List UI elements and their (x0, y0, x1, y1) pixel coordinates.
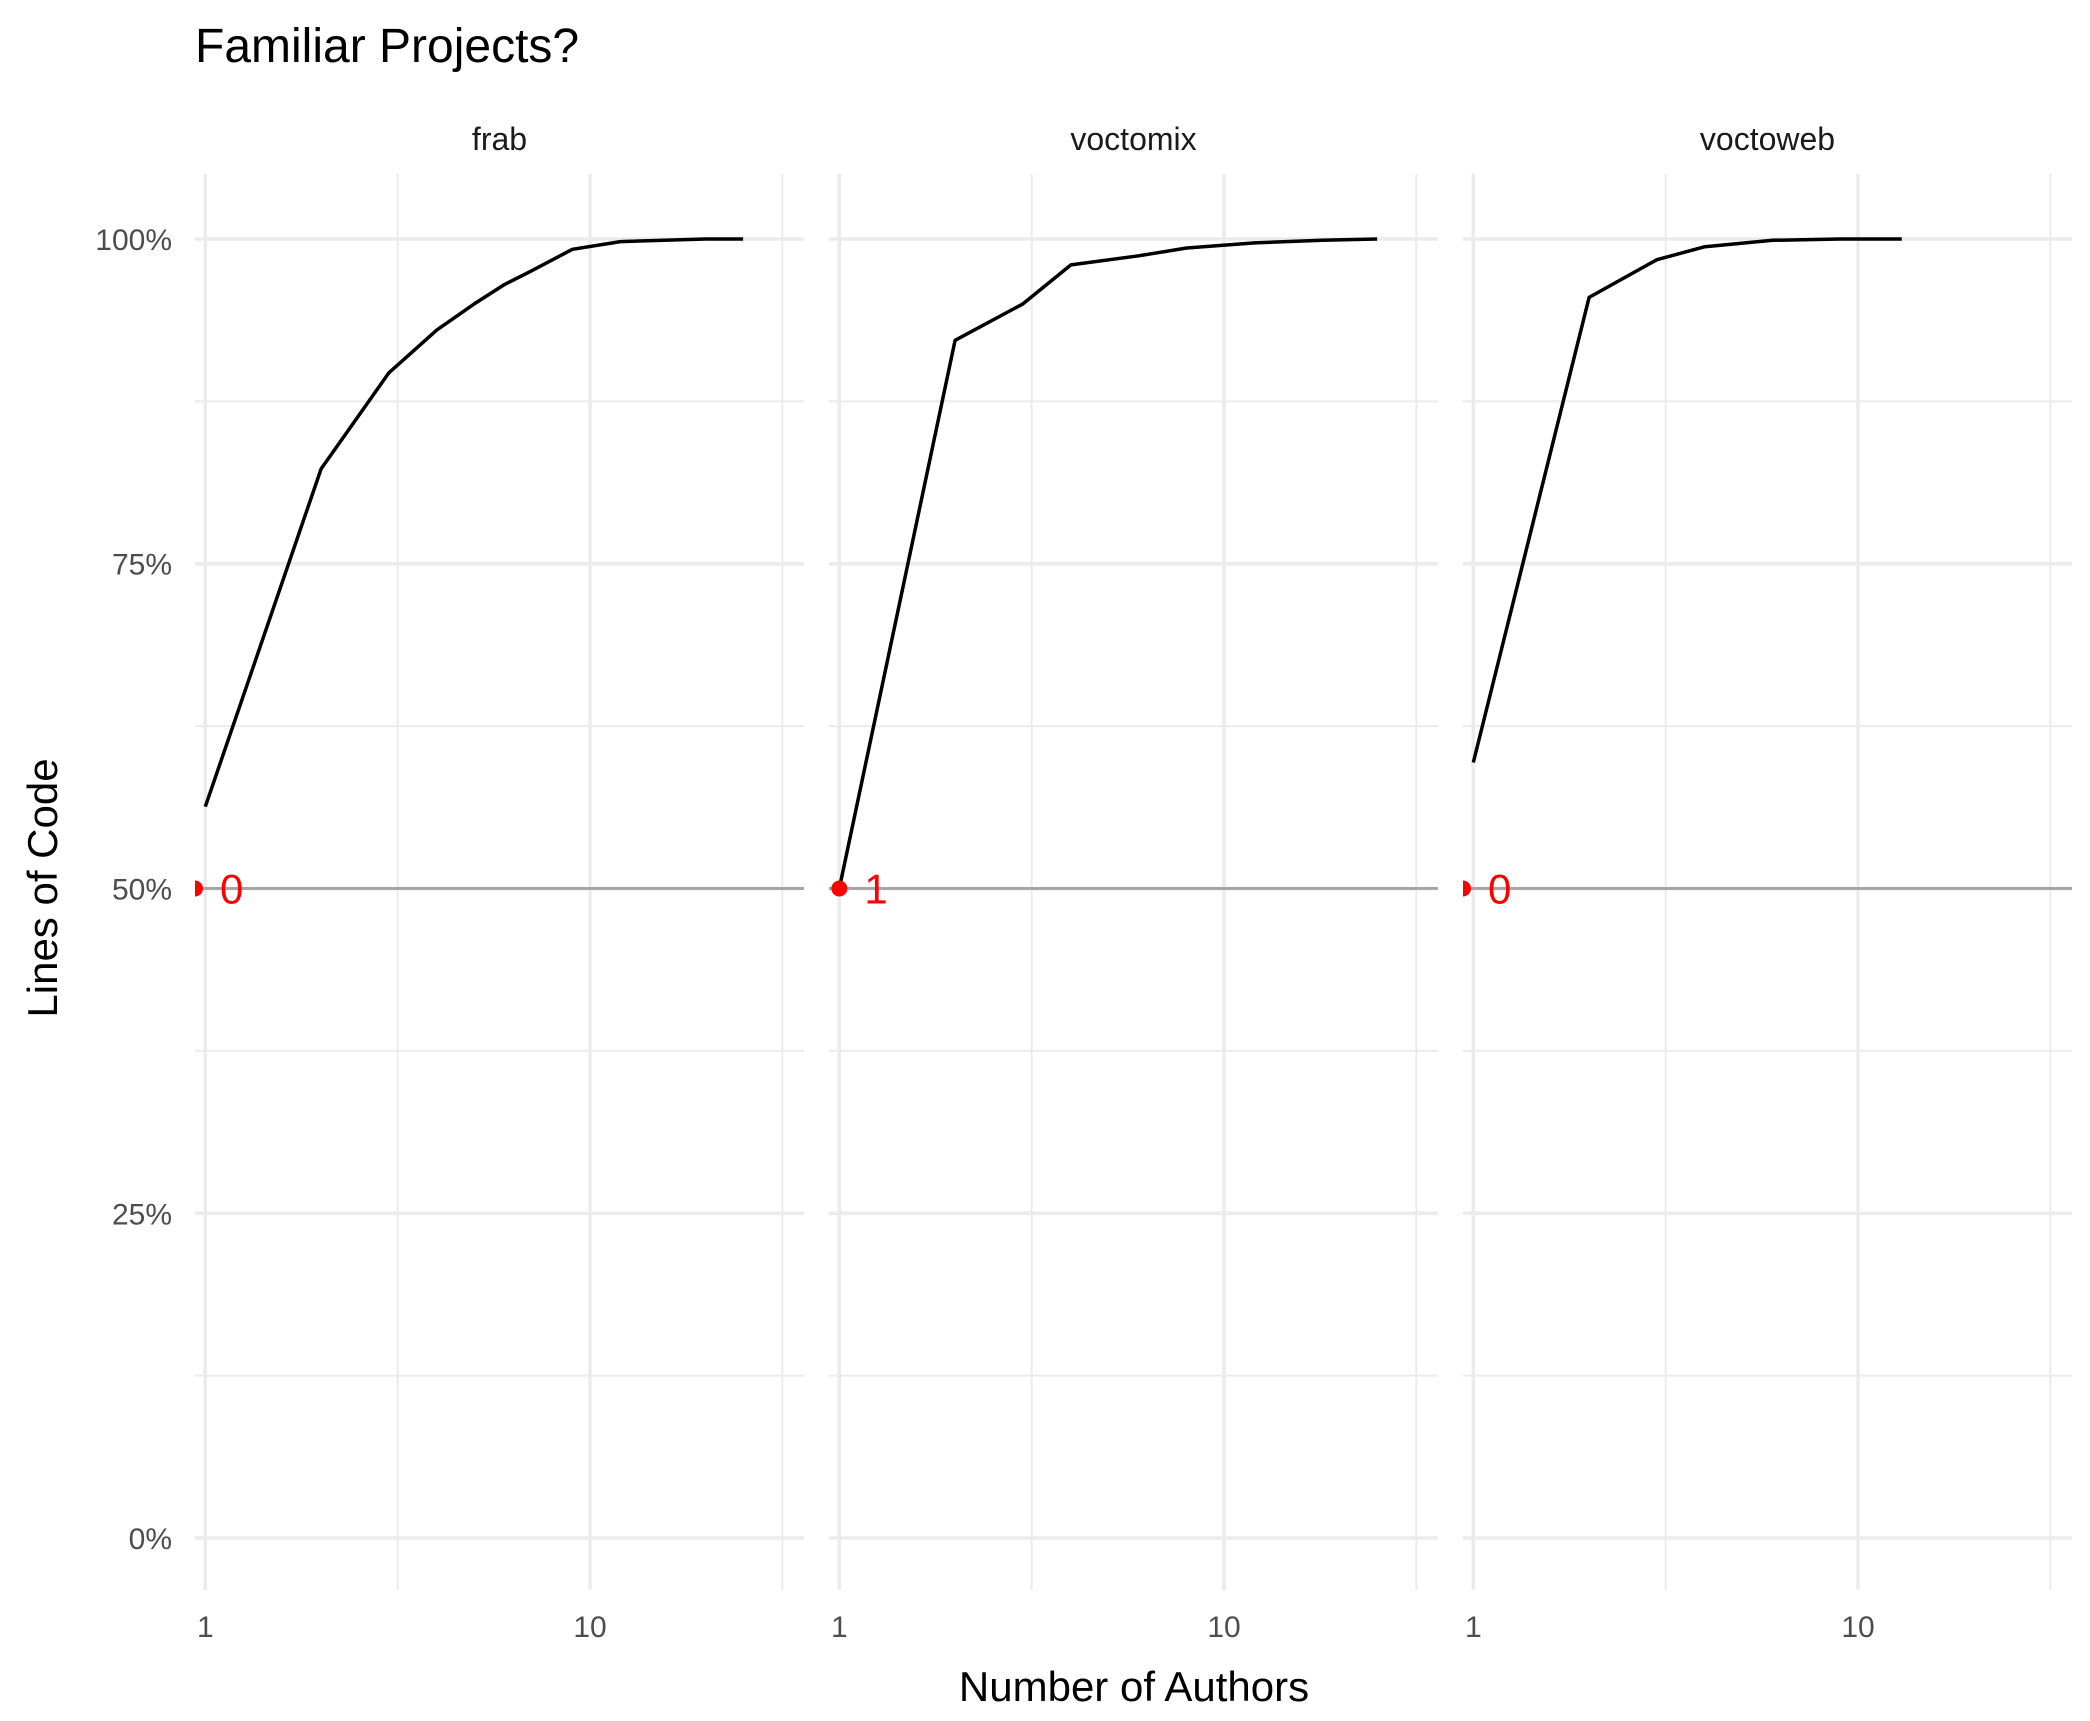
x-tick-label: 1 (831, 1611, 848, 1644)
chart-title: Familiar Projects? (195, 20, 579, 73)
facet-label: voctomix (1070, 121, 1196, 157)
x-axis-title: Number of Authors (959, 1663, 1309, 1710)
y-tick-label: 50% (112, 873, 172, 906)
threshold-marker (195, 880, 203, 897)
x-tick-label: 10 (573, 1611, 606, 1644)
x-tick-label: 10 (1207, 1611, 1240, 1644)
threshold-annotation: 0 (220, 865, 243, 912)
x-tick-label: 1 (197, 1611, 214, 1644)
x-tick-label: 10 (1841, 1611, 1874, 1644)
series-line-voctomix (837, 237, 1378, 889)
threshold-annotation: 0 (1488, 865, 1511, 912)
facet-label: frab (472, 121, 527, 157)
x-tick-label: 1 (1465, 1611, 1482, 1644)
y-tick-label: 0% (129, 1523, 172, 1556)
series-line-voctoweb (1471, 237, 1902, 763)
threshold-marker (831, 880, 848, 897)
facet-panel-voctomix: voctomix 1 1 10 (829, 121, 1438, 1644)
series-line-frab (203, 237, 744, 808)
facet-panel-frab: frab 0 1 10 (195, 121, 804, 1644)
y-tick-label: 100% (95, 224, 172, 257)
y-axis: 0% 25% 50% 75% 100% (95, 224, 172, 1556)
facet-panel-voctoweb: voctoweb 0 1 10 (1463, 121, 2072, 1644)
facet-panels: frab 0 1 10 voctomix 1 1 10 voctoweb 0 1 10 (195, 121, 2072, 1644)
y-axis-title: Lines of Code (19, 758, 66, 1017)
threshold-annotation: 1 (864, 865, 887, 912)
facet-label: voctoweb (1700, 121, 1835, 157)
threshold-marker (1463, 880, 1471, 897)
y-tick-label: 25% (112, 1198, 172, 1231)
y-tick-label: 75% (112, 549, 172, 582)
